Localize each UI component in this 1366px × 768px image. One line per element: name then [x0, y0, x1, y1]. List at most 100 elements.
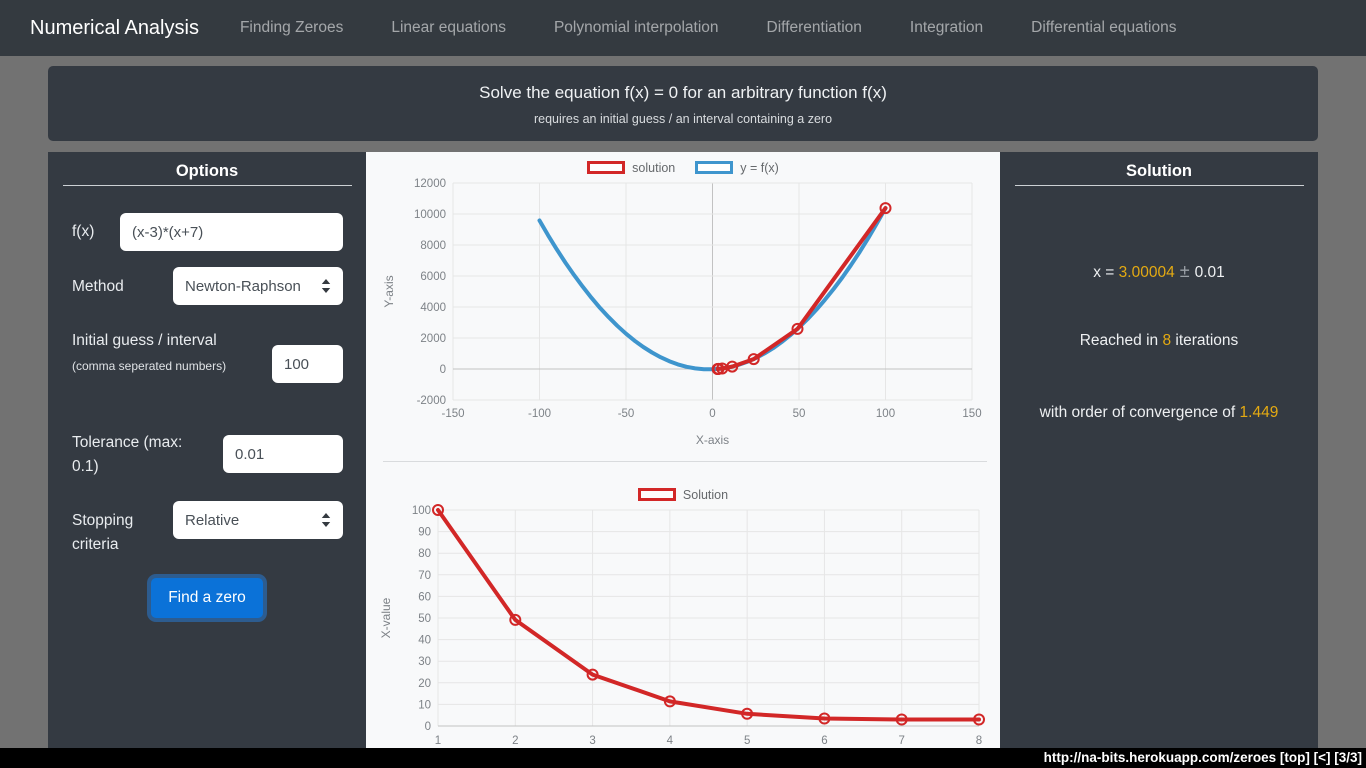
- x-tick-label: 50: [793, 408, 806, 420]
- method-select[interactable]: Newton-Raphson: [173, 267, 343, 305]
- stopping-criteria-select[interactable]: Relative: [173, 501, 343, 539]
- x-tick-label: 3: [589, 735, 595, 747]
- x-tick-label: 8: [976, 735, 982, 747]
- y-tick-label: 60: [418, 591, 431, 603]
- legend-swatch-icon: [587, 161, 626, 174]
- series-marker: [879, 202, 892, 215]
- status-bar: http://na-bits.herokuapp.com/zeroes [top…: [0, 748, 1366, 768]
- convergence-value: 1.449: [1239, 404, 1279, 421]
- solution-panel: Solution x = 3.00004 ± 0.01 Reached in 8…: [1000, 152, 1318, 748]
- y-tick-label: 80: [418, 548, 431, 560]
- nav-item-linear-equations[interactable]: Linear equations: [391, 19, 506, 36]
- bottom-chart-legend: Solution: [366, 485, 1000, 504]
- top-chart-legend: solution y = f(x): [366, 158, 1000, 177]
- nav-item-integration[interactable]: Integration: [909, 19, 984, 36]
- series-marker: [509, 613, 522, 626]
- divider: [63, 185, 352, 186]
- y-tick-label: 0: [440, 364, 446, 376]
- x-axis-title: X-axis: [696, 433, 729, 447]
- series-marker: [973, 713, 985, 726]
- x-tick-label: 0: [709, 408, 715, 420]
- series-marker: [791, 322, 804, 335]
- x-tick-label: 4: [667, 735, 674, 747]
- initial-guess-input[interactable]: [272, 345, 343, 383]
- x-tick-label: 2: [512, 735, 518, 747]
- iterations-value: 8: [1162, 332, 1172, 349]
- solution-iterations-line: Reached in 8 iterations: [1000, 332, 1318, 350]
- y-axis-title: X-value: [379, 597, 393, 638]
- method-select-value: Newton-Raphson: [185, 277, 301, 295]
- find-zero-button[interactable]: Find a zero: [151, 578, 263, 618]
- stopping-criteria-value: Relative: [185, 511, 240, 529]
- iterations-prefix: Reached in: [1079, 332, 1163, 349]
- select-arrows-icon: [321, 513, 331, 527]
- page-subtitle: requires an initial guess / an interval …: [533, 112, 833, 126]
- series-marker: [741, 707, 754, 720]
- status-url-text: http://na-bits.herokuapp.com/zeroes [top…: [1043, 750, 1362, 765]
- y-tick-label: 4000: [420, 302, 446, 314]
- function-zero-chart: -150 -100 -50 0 50 100 150 -2000 0 2000 4000 6000 80…: [382, 178, 982, 447]
- y-axis-title: Y-axis: [382, 275, 396, 307]
- y-tick-label: 8000: [420, 240, 446, 252]
- navbar: Numerical Analysis Finding Zeroes Linear…: [0, 0, 1366, 56]
- legend-item[interactable]: solution: [587, 161, 675, 175]
- y-tick-label: 6000: [420, 271, 446, 283]
- y-tick-label: 30: [418, 656, 431, 668]
- solution-x-prefix: x =: [1093, 264, 1119, 281]
- guess-note: (comma seperated numbers): [72, 359, 227, 373]
- method-label: Method: [72, 278, 124, 295]
- brand-link[interactable]: Numerical Analysis: [30, 16, 199, 39]
- x-tick-label: -50: [618, 408, 635, 420]
- y-tick-label: 2000: [420, 333, 446, 345]
- fx-label: f(x): [72, 223, 95, 240]
- y-tick-label: 50: [418, 613, 431, 625]
- series-marker: [432, 504, 444, 516]
- guess-label-block: Initial guess / interval (comma seperate…: [72, 332, 277, 378]
- options-panel: Options f(x) Method Newton-Raphson Initi…: [48, 152, 366, 748]
- y-tick-label: 10: [418, 699, 431, 711]
- x-tick-label: -100: [528, 408, 551, 420]
- legend-swatch-icon: [695, 161, 734, 174]
- y-tick-label: 90: [418, 527, 431, 539]
- y-tick-label: 100: [412, 505, 431, 517]
- y-tick-label: 12000: [414, 178, 446, 190]
- series-marker: [895, 713, 908, 726]
- chart-panel: solution y = f(x) -150 -100 -50 0 50 100 150 -20…: [366, 152, 1000, 748]
- legend-item[interactable]: y = f(x): [695, 161, 779, 175]
- solution-tolerance-value: 0.01: [1194, 264, 1225, 281]
- tolerance-label: Tolerance (max: 0.1): [72, 434, 183, 475]
- y-tick-label: 0: [425, 721, 431, 733]
- y-tick-label: 40: [418, 635, 431, 647]
- legend-label: Solution: [682, 487, 729, 502]
- y-tick-label: 70: [418, 570, 431, 582]
- series-marker: [818, 712, 831, 725]
- stopping-criteria-label: Stopping criteria: [72, 512, 134, 553]
- fx-input[interactable]: [120, 213, 343, 251]
- page-title: Solve the equation f(x) = 0 for an arbit…: [479, 83, 887, 102]
- nav-menu: Finding Zeroes Linear equations Polynomi…: [240, 19, 1177, 37]
- y-tick-label: -2000: [417, 395, 446, 407]
- options-heading: Options: [175, 162, 239, 180]
- y-tick-label: 20: [418, 678, 431, 690]
- divider: [383, 461, 987, 462]
- x-tick-label: 1: [435, 735, 441, 747]
- series-line: [436, 508, 981, 722]
- tolerance-input[interactable]: [223, 435, 343, 473]
- y-tick-label: 10000: [414, 209, 446, 221]
- legend-item[interactable]: Solution: [637, 487, 729, 502]
- page-header: Solve the equation f(x) = 0 for an arbit…: [48, 66, 1318, 141]
- nav-item-differentiation[interactable]: Differentiation: [766, 19, 862, 36]
- nav-item-finding-zeroes[interactable]: Finding Zeroes: [239, 19, 344, 36]
- series-line: [715, 206, 888, 371]
- nav-item-differential-equations[interactable]: Differential equations: [1031, 19, 1177, 36]
- series-marker: [663, 695, 676, 708]
- solution-x-value: 3.00004: [1118, 264, 1175, 281]
- x-tick-label: 150: [962, 408, 981, 420]
- x-tick-label: 100: [876, 408, 895, 420]
- nav-item-polynomial-interpolation[interactable]: Polynomial interpolation: [553, 19, 719, 36]
- legend-swatch-icon: [637, 488, 676, 501]
- x-tick-label: -150: [441, 408, 464, 420]
- solution-heading: Solution: [1126, 162, 1192, 180]
